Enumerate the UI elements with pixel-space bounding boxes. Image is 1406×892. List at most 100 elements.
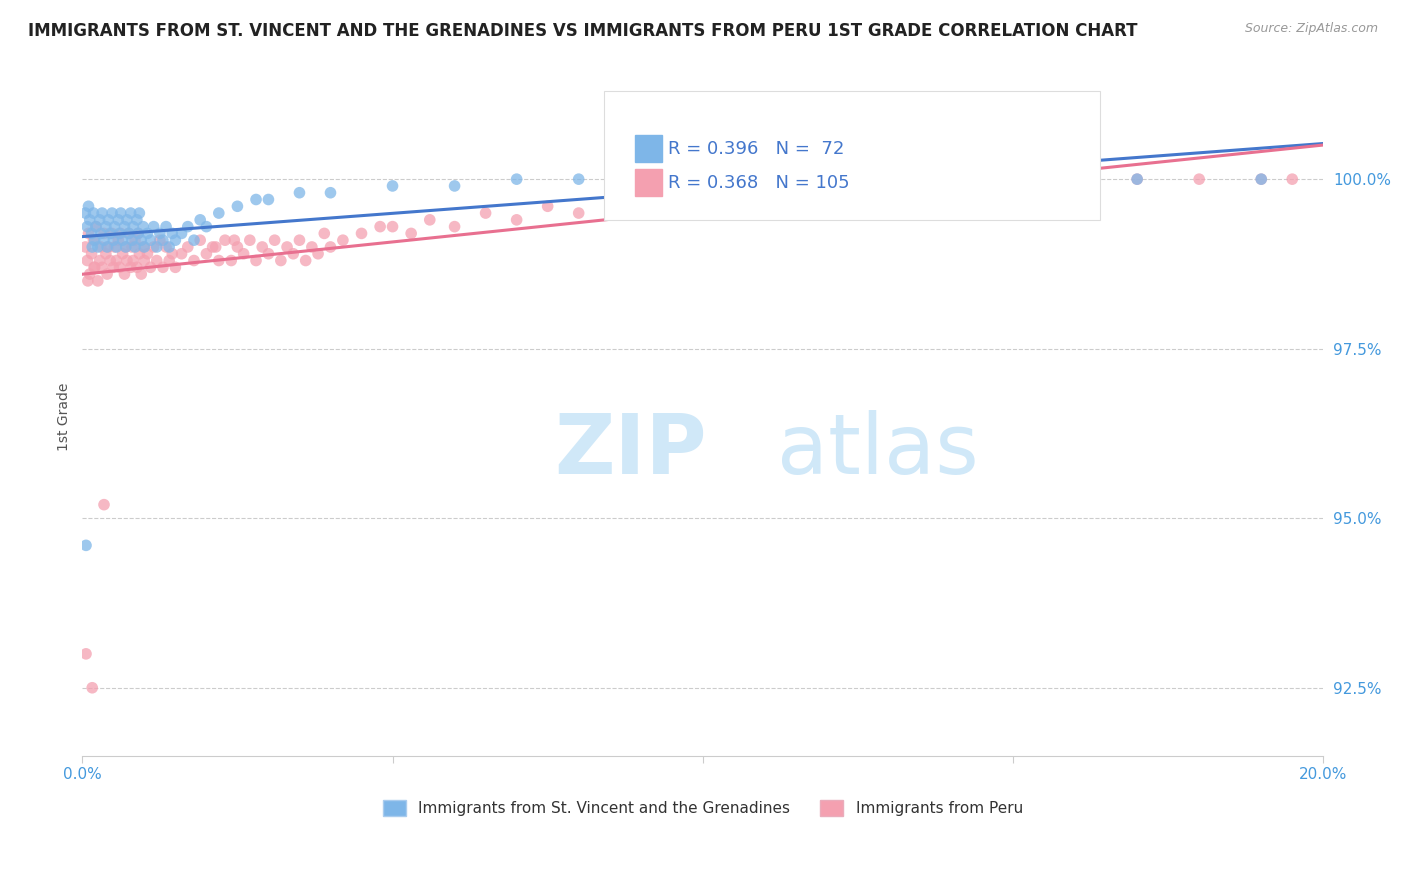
Point (170, 227, 193, 241)
Point (188, 233, 211, 247)
Point (157, 240, 180, 254)
Point (103, 240, 125, 254)
Point (76, 253, 98, 268)
Point (110, 206, 132, 220)
Point (599, 193, 621, 207)
Point (443, 178, 465, 193)
Point (87, 240, 110, 254)
Point (630, 199, 652, 213)
FancyBboxPatch shape (603, 91, 1099, 219)
Point (83, 233, 105, 247)
Point (195, 219, 218, 234)
Point (76, 219, 98, 234)
Point (101, 206, 124, 220)
Point (122, 219, 145, 234)
Point (142, 240, 165, 254)
Point (568, 172, 591, 186)
Point (204, 240, 226, 254)
Point (121, 233, 143, 247)
Point (120, 260, 142, 275)
Point (93, 227, 115, 241)
Point (301, 240, 323, 254)
Point (136, 246, 159, 260)
Point (132, 240, 155, 254)
Point (283, 246, 305, 260)
Point (124, 240, 146, 254)
Point (177, 219, 200, 234)
Point (219, 253, 242, 268)
Point (252, 240, 274, 254)
Point (319, 240, 342, 254)
Point (368, 219, 391, 234)
Point (245, 253, 267, 268)
Point (82, 206, 104, 220)
Point (157, 253, 180, 268)
Point (132, 219, 155, 234)
Point (108, 227, 131, 241)
Point (1126, 172, 1149, 186)
Point (98, 227, 121, 241)
Point (314, 227, 336, 241)
Point (91, 260, 114, 275)
Point (103, 260, 125, 275)
Point (89, 212, 111, 227)
Point (139, 260, 162, 275)
Point (188, 212, 211, 227)
Point (75, 240, 97, 254)
Point (98, 253, 121, 268)
Point (77, 199, 100, 213)
Point (121, 240, 143, 254)
Point (129, 267, 152, 281)
Point (82, 233, 104, 247)
Point (152, 260, 174, 275)
Point (96, 267, 118, 281)
Text: atlas: atlas (778, 410, 979, 491)
Point (505, 172, 527, 186)
Point (129, 233, 152, 247)
Point (307, 246, 329, 260)
Point (505, 212, 527, 227)
Point (118, 227, 141, 241)
Text: ZIP: ZIP (554, 410, 706, 491)
Bar (634, 135, 662, 162)
Point (105, 253, 128, 268)
Point (127, 227, 149, 241)
Point (87, 274, 110, 288)
Point (177, 240, 200, 254)
Point (145, 240, 167, 254)
Point (162, 246, 184, 260)
Point (1064, 172, 1087, 186)
Point (107, 212, 129, 227)
Point (183, 233, 205, 247)
Point (332, 233, 354, 247)
Point (1250, 172, 1272, 186)
Point (350, 227, 373, 241)
Y-axis label: 1st Grade: 1st Grade (58, 383, 72, 450)
Point (77, 274, 100, 288)
Point (94, 219, 117, 234)
Point (162, 227, 184, 241)
Point (84, 219, 107, 234)
Point (93, 498, 115, 512)
Text: Source: ZipAtlas.com: Source: ZipAtlas.com (1244, 22, 1378, 36)
Point (97, 212, 120, 227)
Point (108, 260, 131, 275)
Point (208, 206, 231, 220)
Point (288, 186, 311, 200)
Point (90, 227, 112, 241)
Text: R = 0.368   N = 105: R = 0.368 N = 105 (668, 174, 849, 192)
Point (75, 647, 97, 661)
Point (294, 253, 316, 268)
Point (79, 267, 101, 281)
Point (136, 227, 159, 241)
Point (152, 233, 174, 247)
Point (114, 240, 136, 254)
Point (1002, 172, 1025, 186)
Point (114, 219, 136, 234)
Point (276, 240, 298, 254)
Point (77, 227, 100, 241)
Point (1281, 172, 1303, 186)
Point (83, 260, 105, 275)
Point (399, 227, 422, 241)
Point (90, 240, 112, 254)
